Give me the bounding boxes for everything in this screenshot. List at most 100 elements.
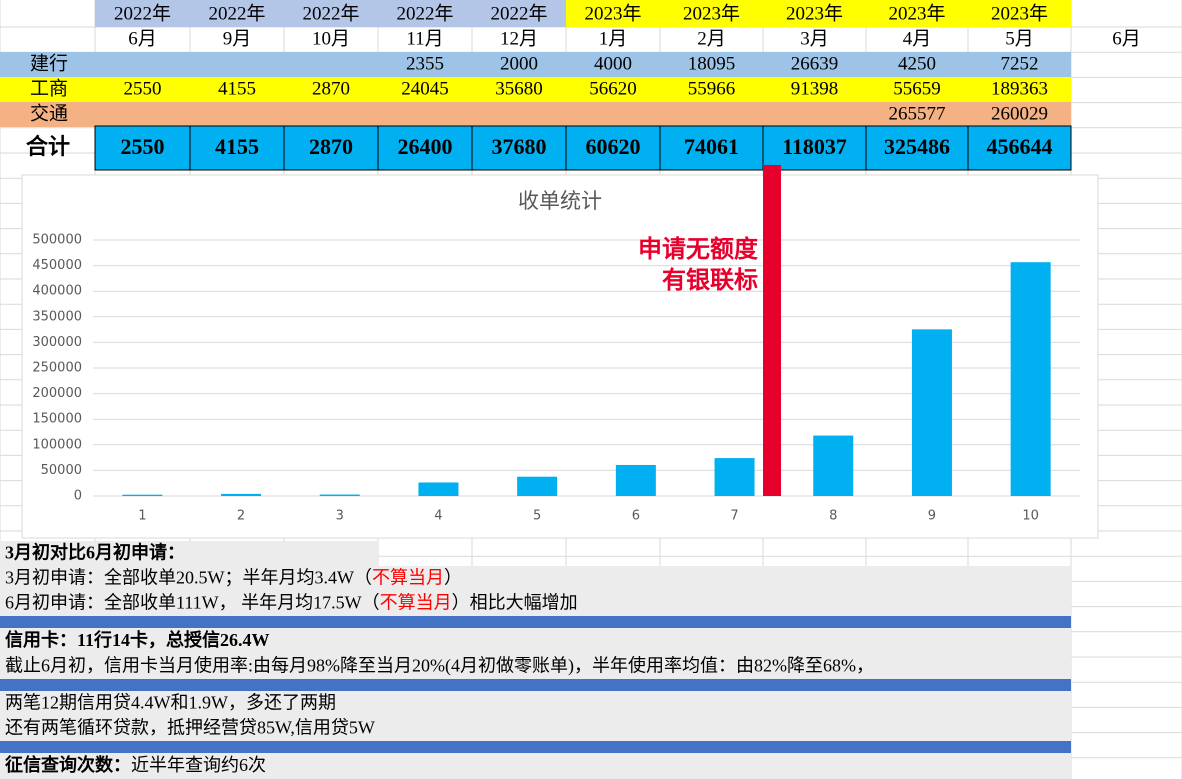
- cell-value: 189363: [991, 78, 1048, 99]
- note-line: 截止6月初，信用卡当月使用率:由每月98%降至当月20%(4月初做零账单)，半年…: [5, 656, 874, 677]
- year-cell: [763, 0, 866, 27]
- year-cell: [866, 0, 968, 27]
- month-label: 5月: [1005, 28, 1034, 49]
- total-value: 456644: [987, 134, 1053, 159]
- note-line: 还有两笔循环贷款，抵押经营贷85W,信用贷5W: [5, 718, 375, 738]
- month-label: 3月: [800, 28, 829, 49]
- year-label: 2023年: [683, 2, 740, 24]
- bar: [221, 493, 262, 496]
- note-run: 信用卡：11行14卡，总授信26.4W: [5, 629, 270, 650]
- note-line: 征信查询次数：近半年查询约6次: [5, 754, 266, 775]
- total-value: 60620: [586, 134, 641, 159]
- month-label: 6月: [128, 28, 157, 49]
- note-band: [0, 591, 1071, 616]
- cell-value: 26639: [791, 53, 839, 74]
- cell-value: 2870: [312, 78, 350, 99]
- note-line: 3月初申请：全部收单20.5W；半年月均3.4W（不算当月）: [5, 568, 462, 588]
- row-band: [0, 77, 1071, 102]
- note-band: [0, 691, 1071, 716]
- note-run: ）: [444, 568, 462, 588]
- cell-value: 2355: [406, 53, 444, 74]
- cell-value: 91398: [791, 78, 839, 99]
- total-value: 2550: [121, 134, 165, 159]
- year-label: 2022年: [396, 2, 453, 24]
- note-run: 不算当月: [372, 568, 444, 588]
- y-tick-label: 200000: [32, 386, 82, 401]
- total-cell: [967, 125, 1072, 171]
- note-run: 征信查询次数：: [5, 754, 131, 775]
- year-cell: [566, 0, 660, 27]
- x-tick-label: 4: [434, 509, 442, 524]
- note-line: 6月初申请：全部收单111W， 半年月均17.5W（不算当月）相比大幅增加: [5, 593, 578, 613]
- separator: [0, 616, 1071, 628]
- cell-value: 55966: [688, 78, 736, 99]
- month-label: 6月: [1112, 28, 1141, 49]
- year-cell: [378, 0, 472, 27]
- y-tick-label: 350000: [32, 309, 82, 324]
- x-tick-label: 10: [1022, 509, 1039, 524]
- chart-title: 收单统计: [518, 189, 602, 213]
- year-cell: [284, 0, 378, 27]
- total-label: 合计: [26, 134, 70, 159]
- row-band: [0, 52, 1071, 77]
- y-tick-label: 50000: [41, 463, 82, 478]
- total-cell: [565, 125, 661, 171]
- note-run: 还有两笔循环贷款，抵押经营贷85W,信用贷5W: [5, 718, 375, 738]
- total-value: 37680: [492, 134, 547, 159]
- y-tick-label: 450000: [32, 258, 82, 273]
- month-label: 11月: [406, 28, 443, 49]
- cell-value: 4000: [594, 53, 632, 74]
- year-label: 2022年: [114, 2, 171, 24]
- note-line: 3月初对比6月初申请：: [5, 542, 185, 563]
- cell-value: 18095: [688, 53, 736, 74]
- note-band: [0, 654, 1071, 679]
- x-tick-label: 9: [928, 509, 936, 524]
- row-label: 交通: [30, 102, 68, 124]
- year-cell: [660, 0, 763, 27]
- cell-value: 4250: [898, 53, 936, 74]
- total-cell: [189, 125, 285, 171]
- year-label: 2023年: [786, 2, 843, 24]
- year-label: 2022年: [302, 2, 359, 24]
- month-label: 10月: [312, 28, 350, 49]
- note-band: [0, 753, 1071, 779]
- year-cell: [472, 0, 566, 27]
- bar: [517, 476, 558, 496]
- y-tick-label: 250000: [32, 361, 82, 376]
- note-run: 3月初申请：全部收单20.5W；半年月均3.4W（: [5, 568, 372, 588]
- total-cell: [762, 125, 867, 171]
- note-band: [0, 628, 1071, 654]
- row-label: 工商: [30, 77, 68, 99]
- x-tick-label: 3: [336, 509, 344, 524]
- year-cell: [190, 0, 284, 27]
- cell-value: 7252: [1001, 53, 1039, 74]
- bar: [319, 494, 360, 496]
- x-tick-label: 7: [730, 509, 738, 524]
- y-tick-label: 300000: [32, 335, 82, 350]
- note-band: [0, 716, 1071, 741]
- annotation: 申请无额度: [638, 235, 759, 263]
- x-tick-label: 8: [829, 509, 837, 524]
- note-run: ）相比大幅增加: [452, 593, 578, 613]
- note-band: [0, 566, 1071, 591]
- y-tick-label: 500000: [32, 233, 82, 248]
- note-band: [0, 541, 378, 566]
- note-run: 近半年查询约6次: [131, 755, 266, 775]
- cell-value: 260029: [991, 103, 1048, 124]
- bar: [1010, 262, 1051, 496]
- separator: [0, 679, 1071, 691]
- month-label: 1月: [599, 28, 628, 49]
- cell-value: 24045: [401, 78, 449, 99]
- bar: [813, 435, 854, 496]
- x-tick-label: 2: [237, 509, 245, 524]
- y-tick-label: 100000: [32, 437, 82, 452]
- cell-value: 2000: [500, 53, 538, 74]
- y-tick-label: 150000: [32, 412, 82, 427]
- annotation: 有银联标: [662, 266, 758, 294]
- total-cell: [377, 125, 473, 171]
- bar: [615, 464, 656, 496]
- month-label: 4月: [903, 28, 932, 49]
- bar: [418, 482, 459, 496]
- total-value: 325486: [884, 134, 950, 159]
